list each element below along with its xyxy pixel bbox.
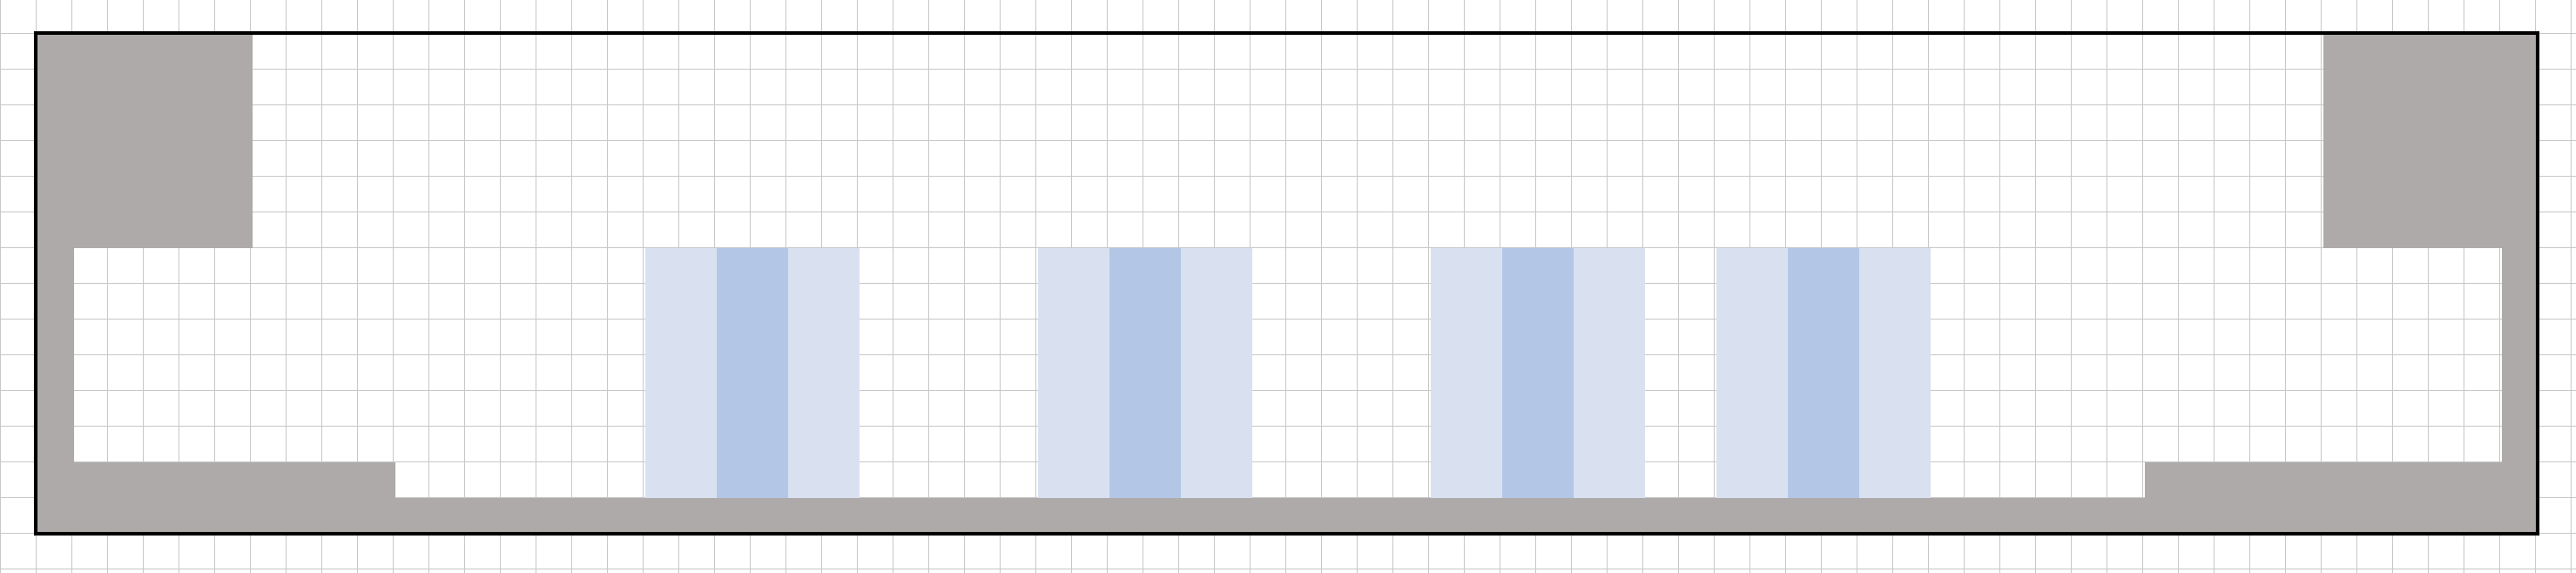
column-2-right	[1181, 248, 1252, 498]
column-1-left	[645, 248, 717, 498]
column-2-center	[1109, 248, 1181, 498]
column-group-3	[1431, 248, 1645, 498]
column-3-right	[1574, 248, 1645, 498]
column-group-2	[1038, 248, 1252, 498]
left-wall	[36, 33, 395, 498]
structure	[36, 33, 2538, 534]
right-wall	[2145, 33, 2538, 498]
column-3-center	[1502, 248, 1574, 498]
column-group-1	[645, 248, 860, 498]
column-3-left	[1431, 248, 1502, 498]
column-4-right	[1859, 248, 1931, 498]
column-group-4	[1716, 248, 1931, 498]
outer-border	[34, 31, 2539, 536]
column-1-center	[717, 248, 788, 498]
column-4-left	[1716, 248, 1788, 498]
floor	[36, 498, 2538, 534]
column-2-left	[1038, 248, 1109, 498]
column-4-center	[1788, 248, 1859, 498]
column-1-right	[788, 248, 860, 498]
